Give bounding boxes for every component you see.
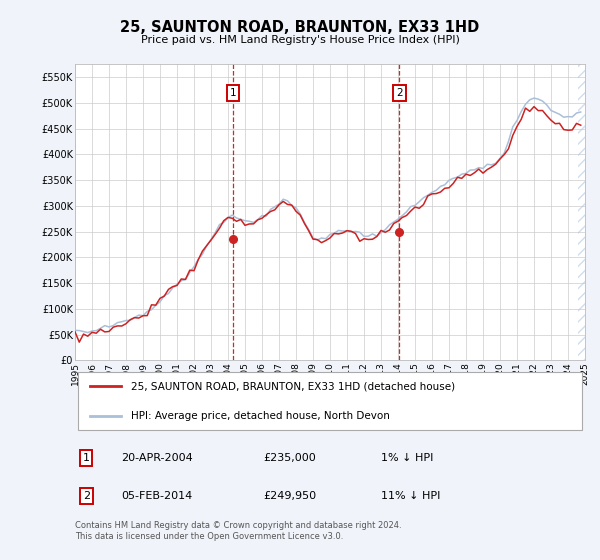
Text: 05-FEB-2014: 05-FEB-2014 — [121, 491, 192, 501]
Text: Price paid vs. HM Land Registry's House Price Index (HPI): Price paid vs. HM Land Registry's House … — [140, 35, 460, 45]
Text: 20-APR-2004: 20-APR-2004 — [121, 453, 193, 463]
Text: 25, SAUNTON ROAD, BRAUNTON, EX33 1HD: 25, SAUNTON ROAD, BRAUNTON, EX33 1HD — [121, 20, 479, 35]
FancyBboxPatch shape — [77, 372, 583, 430]
Text: 1: 1 — [83, 453, 90, 463]
Text: 2: 2 — [83, 491, 90, 501]
Text: 11% ↓ HPI: 11% ↓ HPI — [381, 491, 440, 501]
Text: Contains HM Land Registry data © Crown copyright and database right 2024.
This d: Contains HM Land Registry data © Crown c… — [75, 521, 401, 541]
Text: 25, SAUNTON ROAD, BRAUNTON, EX33 1HD (detached house): 25, SAUNTON ROAD, BRAUNTON, EX33 1HD (de… — [131, 381, 455, 391]
Text: HPI: Average price, detached house, North Devon: HPI: Average price, detached house, Nort… — [131, 410, 390, 421]
Text: 1% ↓ HPI: 1% ↓ HPI — [381, 453, 433, 463]
Text: £249,950: £249,950 — [264, 491, 317, 501]
Text: £235,000: £235,000 — [264, 453, 316, 463]
Text: 2: 2 — [396, 88, 403, 97]
Text: 1: 1 — [230, 88, 236, 97]
